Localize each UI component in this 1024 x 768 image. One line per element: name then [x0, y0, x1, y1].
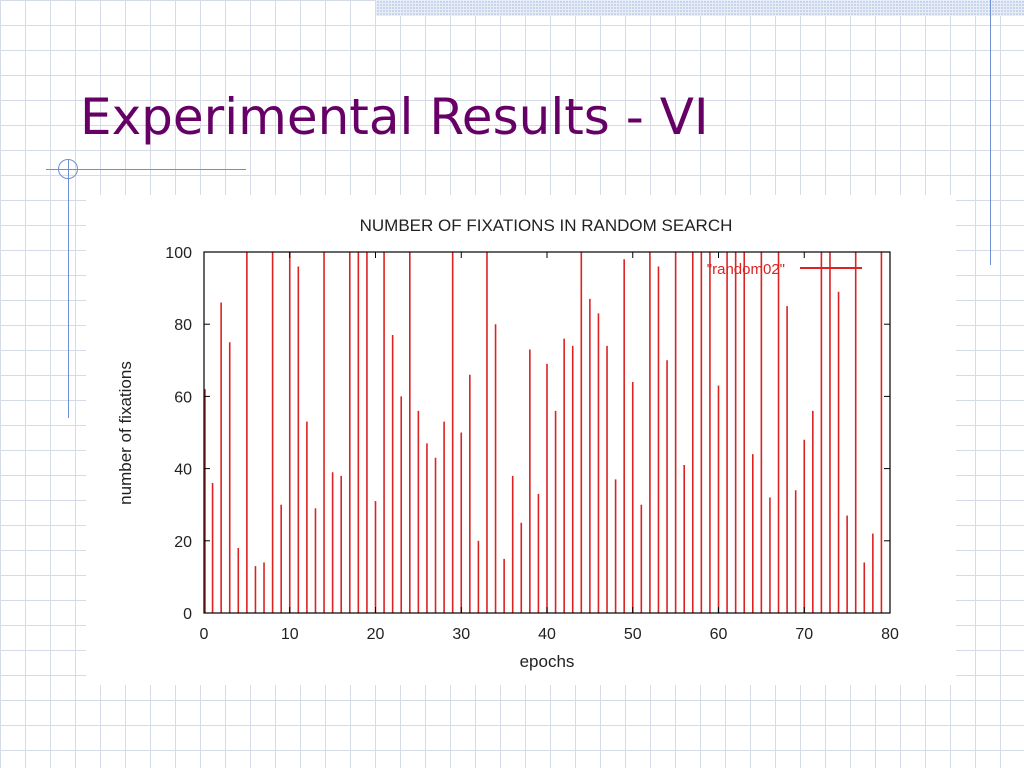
bullet-ring-ornament: [58, 159, 78, 179]
y-axis-label: number of fixations: [116, 361, 135, 505]
x-tick-label-70: 70: [795, 626, 813, 643]
x-tick-label-60: 60: [710, 626, 728, 643]
x-tick-label-10: 10: [281, 626, 299, 643]
slide-title: Experimental Results - VI: [80, 88, 709, 146]
right-decorative-line: [990, 0, 991, 265]
fixations-bar-chart: NUMBER OF FIXATIONS IN RANDOM SEARCH 0 10…: [116, 216, 899, 671]
y-tick-label-60: 60: [174, 389, 192, 406]
x-axis-label: epochs: [520, 652, 575, 671]
y-tick-label-100: 100: [165, 245, 192, 262]
top-decorative-band: [376, 0, 1024, 16]
y-tick-label-80: 80: [174, 317, 192, 334]
chart-title: NUMBER OF FIXATIONS IN RANDOM SEARCH: [360, 216, 733, 235]
axes-group: 0 10 20 30 40 50 60 70 80 0 20 40 60 80 100: [165, 245, 899, 643]
x-tick-label-80: 80: [881, 626, 899, 643]
legend: "random02": [707, 261, 862, 278]
x-tick-label-20: 20: [367, 626, 385, 643]
x-tick-label-40: 40: [538, 626, 556, 643]
bars-group: [204, 252, 883, 613]
y-tick-label-40: 40: [174, 462, 192, 479]
y-tick-label-20: 20: [174, 534, 192, 551]
left-decorative-line: [68, 160, 69, 418]
x-tick-label-30: 30: [452, 626, 470, 643]
y-tick-label-0: 0: [183, 606, 192, 623]
legend-label: "random02": [707, 261, 785, 278]
x-tick-label-50: 50: [624, 626, 642, 643]
title-underline-rule: [46, 169, 246, 170]
x-tick-label-0: 0: [200, 626, 209, 643]
